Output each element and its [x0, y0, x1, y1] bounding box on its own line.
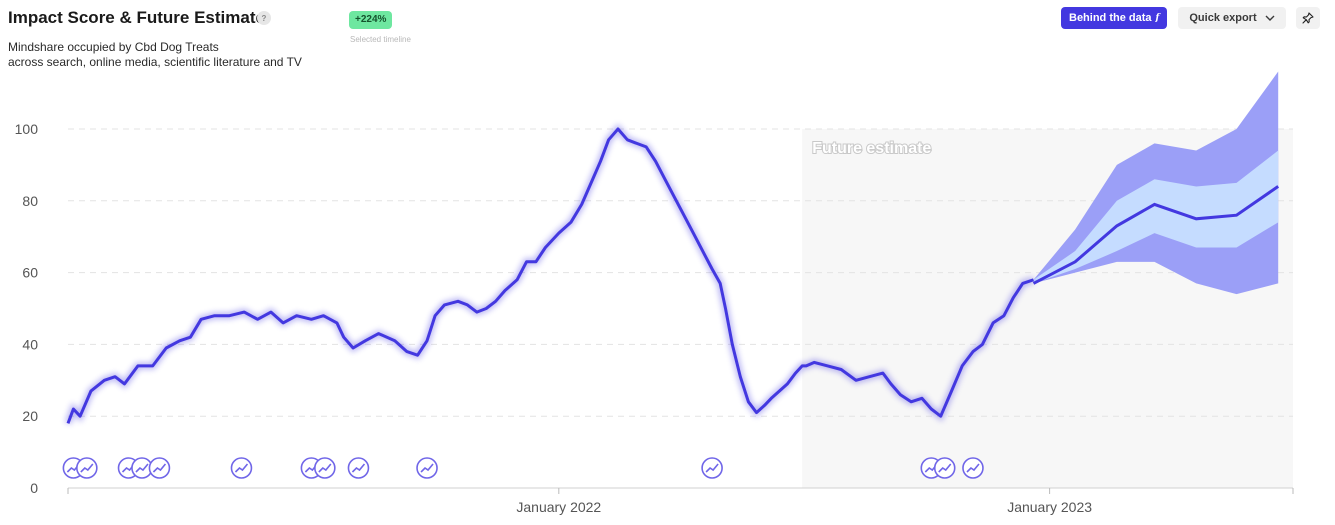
forecast-line — [1032, 185, 1280, 285]
event-marker[interactable] — [416, 457, 438, 479]
pin-icon — [1302, 12, 1314, 24]
x-tick-label: January 2023 — [1007, 499, 1092, 515]
chevron-down-icon — [1265, 15, 1275, 21]
y-tick-label: 80 — [22, 193, 38, 209]
event-marker[interactable] — [701, 457, 723, 479]
help-icon[interactable]: ? — [257, 11, 271, 25]
quick-export-button[interactable]: Quick export — [1178, 7, 1286, 29]
event-marker[interactable] — [131, 457, 153, 479]
event-marker[interactable] — [933, 457, 956, 479]
behind-the-data-label: Behind the data — [1069, 12, 1152, 24]
growth-badge-label: Selected timeline — [350, 35, 411, 44]
event-marker[interactable] — [962, 457, 984, 479]
future-estimate-label: Future estimate — [812, 140, 931, 157]
subtitle-line-2: across search, online media, scientific … — [8, 55, 302, 69]
y-axis: 0 20 40 60 80 100 — [15, 121, 39, 496]
y-tick-label: 40 — [22, 336, 38, 352]
forecast-inner-band — [1033, 150, 1279, 284]
event-markers[interactable] — [62, 457, 984, 479]
x-tick-label: January 2022 — [516, 499, 601, 515]
y-tick-label: 60 — [22, 265, 38, 281]
growth-badge: +224% — [349, 11, 393, 29]
event-marker[interactable] — [230, 457, 253, 479]
event-marker[interactable] — [76, 457, 98, 479]
event-marker[interactable] — [314, 457, 336, 479]
history-line — [66, 127, 1034, 424]
chart-subtitle: Mindshare occupied by Cbd Dog Treats acr… — [8, 40, 348, 70]
event-marker[interactable] — [347, 457, 370, 479]
subtitle-line-1: Mindshare occupied by Cbd Dog Treats — [8, 40, 219, 54]
y-tick-label: 20 — [22, 408, 38, 424]
y-tick-label: 100 — [15, 121, 39, 137]
y-tick-label: 0 — [30, 480, 38, 496]
page-title: Impact Score & Future Estimate — [8, 8, 265, 27]
behind-the-data-button[interactable]: Behind the data f — [1061, 7, 1168, 29]
pin-button[interactable] — [1296, 7, 1320, 29]
event-marker[interactable] — [148, 457, 171, 479]
x-axis: January 2022 January 2023 — [67, 487, 1294, 515]
quick-export-label: Quick export — [1189, 12, 1257, 24]
function-icon: f — [1155, 13, 1160, 23]
